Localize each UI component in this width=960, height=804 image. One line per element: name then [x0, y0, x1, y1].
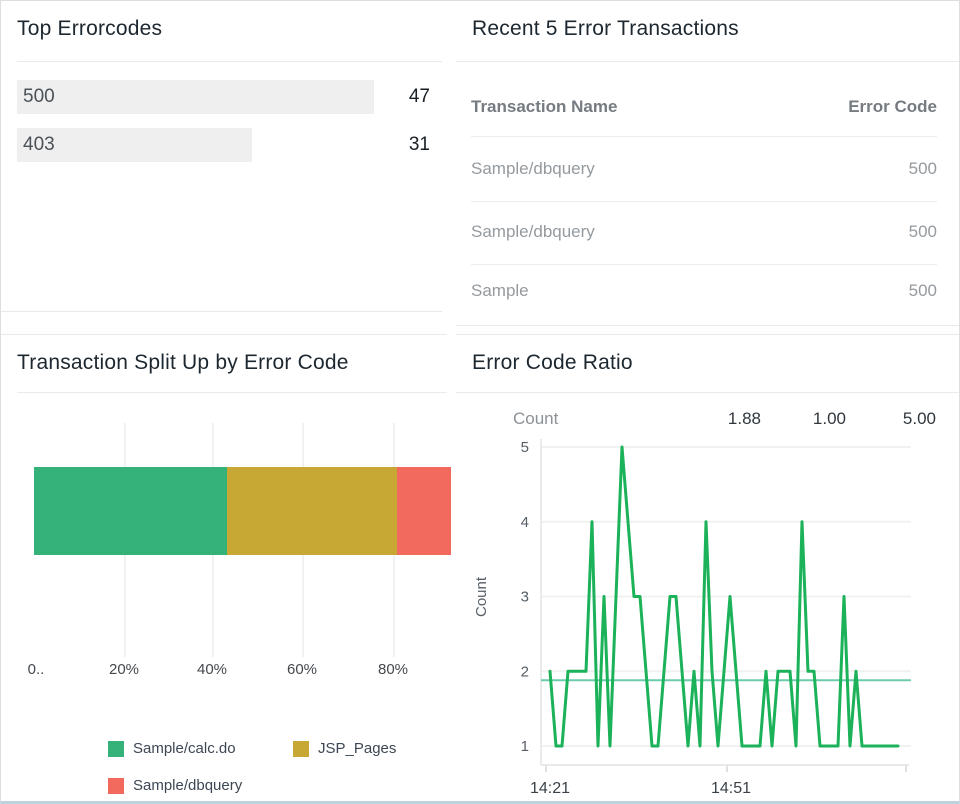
- panel-transaction-split: Transaction Split Up by Error Code 0.. 20…: [1, 334, 451, 801]
- x-axis-tick-label: 80%: [377, 661, 409, 678]
- y-axis-tick-label: 4: [521, 514, 529, 531]
- stat-max-value: 5.00: [902, 409, 936, 428]
- panel-error-code-ratio: Error Code Ratio Count 1.88 1.00 5.00 5 4…: [456, 334, 959, 801]
- errorcode-label: 500: [23, 86, 55, 107]
- panel-top-errorcodes: Top Errorcodes 500 47 403 31: [1, 1, 442, 312]
- x-axis-tick-label: 40%: [196, 661, 228, 678]
- stacked-bar: [34, 467, 451, 555]
- stat-average-value: 1.88: [727, 409, 761, 428]
- panel-title-error-code-ratio: Error Code Ratio: [472, 351, 633, 374]
- x-axis-tick-label: 14:51: [711, 780, 751, 797]
- bar-segment-sample-calc-do: [34, 467, 227, 555]
- y-axis-label: Count: [473, 576, 490, 617]
- y-axis-tick-label: 1: [521, 738, 529, 755]
- table-row: Sample/dbquery 500: [471, 159, 937, 183]
- stat-min-value: 1.00: [812, 409, 846, 428]
- x-axis-tick-label: 14:21: [530, 780, 570, 797]
- divider: [456, 392, 959, 393]
- column-header-error-code: Error Code: [848, 97, 937, 116]
- errorcode-value: 31: [408, 134, 430, 155]
- errorcode-label: 403: [23, 134, 55, 155]
- legend-label: JSP_Pages: [318, 740, 397, 757]
- divider: [456, 61, 959, 62]
- divider: [17, 392, 447, 393]
- x-axis-tick-label: 0..: [27, 661, 45, 678]
- errorcode-row: 500 47: [17, 80, 430, 114]
- y-axis-tick-label: 2: [521, 663, 529, 680]
- panel-recent-error-transactions: Recent 5 Error Transactions Transaction …: [456, 1, 959, 326]
- table-row: Sample 500: [471, 281, 937, 305]
- y-axis-tick-label: 5: [521, 439, 529, 456]
- errorcode-row: 403 31: [17, 128, 430, 162]
- divider: [471, 136, 937, 137]
- errorcode-bar: [17, 80, 374, 114]
- legend-swatch: [293, 741, 309, 757]
- errorcode-value: 47: [408, 86, 430, 107]
- y-axis-tick-label: 3: [521, 589, 529, 606]
- cell-error-code: 500: [908, 222, 937, 241]
- panel-title-recent-errors: Recent 5 Error Transactions: [472, 17, 739, 40]
- panel-title-top-errorcodes: Top Errorcodes: [17, 17, 163, 40]
- cell-transaction-name: Sample/dbquery: [471, 159, 595, 178]
- divider: [17, 61, 442, 62]
- table-row: Sample/dbquery 500: [471, 222, 937, 246]
- line-chart: 5 4 3 2 1 14:21 14:51 Count: [473, 439, 911, 797]
- legend-label: Sample/calc.do: [133, 740, 236, 757]
- x-axis-tick-label: 60%: [286, 661, 318, 678]
- table-header: Transaction Name Error Code: [471, 97, 937, 121]
- x-axis-tick-label: 20%: [108, 661, 140, 678]
- column-header-transaction-name: Transaction Name: [471, 97, 618, 116]
- cell-transaction-name: Sample/dbquery: [471, 222, 595, 241]
- cell-transaction-name: Sample: [471, 281, 529, 300]
- legend-label: Sample/dbquery: [133, 777, 243, 794]
- cell-error-code: 500: [908, 281, 937, 300]
- cell-error-code: 500: [908, 159, 937, 178]
- stat-label-count: Count: [513, 409, 559, 428]
- bar-segment-jsp-pages: [227, 467, 397, 555]
- panel-title-transaction-split: Transaction Split Up by Error Code: [17, 351, 349, 374]
- legend-swatch: [108, 778, 124, 794]
- legend-swatch: [108, 741, 124, 757]
- bar-segment-sample-dbquery: [397, 467, 451, 555]
- errorcode-bar: [17, 128, 252, 162]
- count-series-line: [548, 445, 900, 748]
- divider: [471, 264, 937, 265]
- divider: [471, 201, 937, 202]
